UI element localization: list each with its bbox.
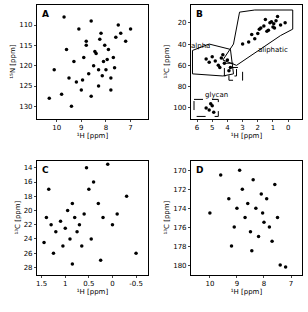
- svg-text:¹H [ppm]: ¹H [ppm]: [231, 288, 263, 296]
- svg-text:110: 110: [19, 21, 32, 29]
- svg-text:1.5: 1.5: [36, 280, 47, 288]
- svg-text:28: 28: [24, 264, 33, 272]
- svg-text:8: 8: [104, 124, 108, 132]
- svg-text:125: 125: [19, 82, 32, 90]
- svg-text:22: 22: [24, 221, 33, 229]
- svg-text:1: 1: [271, 124, 275, 132]
- svg-text:C: C: [42, 165, 49, 175]
- svg-text:¹⁵N [ppm]: ¹⁵N [ppm]: [9, 44, 17, 79]
- svg-text:6: 6: [195, 124, 200, 132]
- svg-text:7: 7: [289, 280, 293, 288]
- svg-text:alpha: alpha: [191, 42, 210, 50]
- svg-text:120: 120: [19, 62, 32, 70]
- svg-text:178: 178: [173, 243, 186, 251]
- svg-text:26: 26: [24, 250, 33, 258]
- svg-text:aliphatic: aliphatic: [258, 46, 288, 54]
- svg-text:100: 100: [173, 104, 186, 112]
- svg-text:115: 115: [19, 42, 32, 50]
- svg-text:A: A: [42, 9, 49, 19]
- svg-text:¹³C [ppm]: ¹³C [ppm]: [163, 44, 171, 78]
- svg-text:10: 10: [52, 124, 61, 132]
- svg-text:174: 174: [173, 205, 187, 213]
- svg-text:180: 180: [173, 262, 186, 270]
- svg-text:¹³C [ppm]: ¹³C [ppm]: [163, 200, 171, 234]
- svg-text:¹H [ppm]: ¹H [ppm]: [231, 132, 263, 140]
- svg-text:5: 5: [210, 124, 214, 132]
- svg-text:80: 80: [178, 83, 187, 91]
- svg-text:3: 3: [240, 124, 244, 132]
- svg-text:20: 20: [178, 19, 187, 27]
- svg-text:glycan: glycan: [205, 91, 228, 99]
- svg-text:¹³C [ppm]: ¹³C [ppm]: [14, 200, 22, 234]
- svg-text:18: 18: [24, 193, 33, 201]
- svg-text:9: 9: [79, 124, 83, 132]
- svg-text:4: 4: [225, 124, 230, 132]
- svg-text:9: 9: [235, 280, 239, 288]
- svg-text:0: 0: [286, 124, 290, 132]
- svg-text:7: 7: [128, 124, 132, 132]
- svg-text:8: 8: [262, 280, 266, 288]
- svg-text:14: 14: [24, 164, 33, 172]
- svg-text:170: 170: [173, 167, 186, 175]
- svg-text:0.5: 0.5: [83, 280, 94, 288]
- svg-text:176: 176: [173, 224, 187, 232]
- svg-text:-0.5: -0.5: [129, 280, 143, 288]
- svg-text:10: 10: [205, 280, 214, 288]
- svg-text:B: B: [196, 9, 203, 19]
- svg-text:0: 0: [110, 280, 114, 288]
- svg-text:60: 60: [178, 62, 187, 70]
- svg-text:1: 1: [63, 280, 67, 288]
- svg-text:¹H [ppm]: ¹H [ppm]: [77, 132, 109, 140]
- svg-text:2: 2: [256, 124, 260, 132]
- svg-text:16: 16: [24, 178, 33, 186]
- svg-text:D: D: [196, 165, 203, 175]
- svg-text:¹H [ppm]: ¹H [ppm]: [77, 288, 109, 296]
- svg-text:172: 172: [173, 186, 186, 194]
- svg-text:24: 24: [24, 235, 33, 243]
- svg-text:40: 40: [178, 41, 187, 49]
- svg-text:20: 20: [24, 207, 33, 215]
- svg-text:130: 130: [19, 103, 32, 111]
